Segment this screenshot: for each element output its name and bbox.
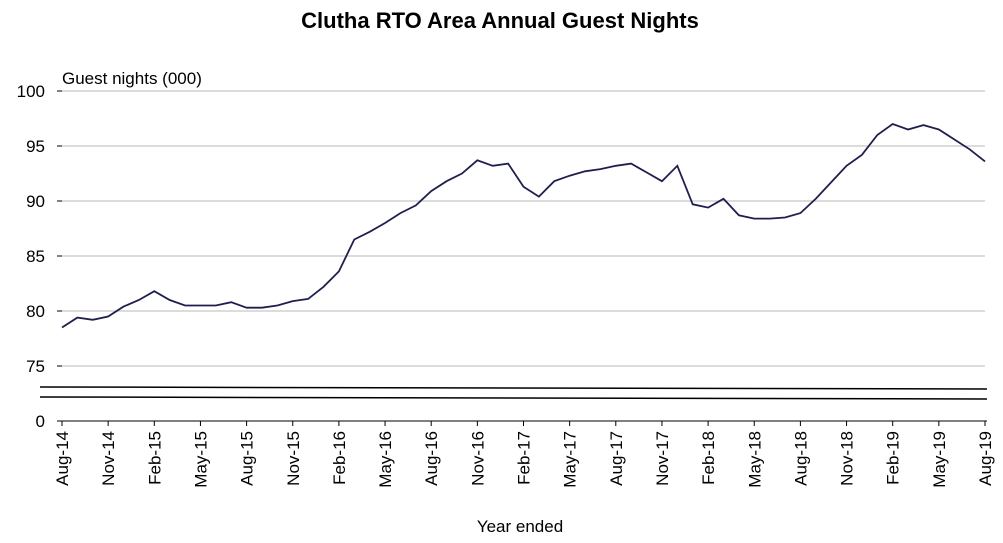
x-tick-label: Aug-17	[607, 431, 626, 486]
x-tick-label: Feb-15	[145, 431, 164, 485]
x-tick-label: Feb-19	[884, 431, 903, 485]
y-tick-label: 100	[17, 82, 45, 101]
y-tick-label: 0	[36, 412, 45, 431]
x-tick-label: May-18	[745, 431, 764, 488]
x-tick-label: Nov-16	[468, 431, 487, 486]
y-tick-label: 75	[26, 357, 45, 376]
x-tick-label: Aug-15	[238, 431, 257, 486]
chart-title: Clutha RTO Area Annual Guest Nights	[301, 8, 699, 33]
x-tick-label: May-15	[191, 431, 210, 488]
x-tick-label: Nov-17	[653, 431, 672, 486]
x-tick-label: Aug-14	[53, 431, 72, 486]
line	[61, 122, 986, 329]
x-tick-label: May-19	[930, 431, 949, 488]
x-tick-label: Aug-18	[791, 431, 810, 486]
axis-break	[39, 396, 988, 400]
y-tick-label: 80	[26, 302, 45, 321]
x-tick-label: May-17	[561, 431, 580, 488]
x-tick-label: Nov-14	[99, 431, 118, 486]
x-axis-label: Year ended	[477, 517, 563, 536]
x-tick-label: Aug-16	[422, 431, 441, 486]
y-axis-label: Guest nights (000)	[62, 69, 202, 88]
axis-break	[39, 386, 988, 390]
x-tick-label: Feb-16	[330, 431, 349, 485]
y-tick-label: 85	[26, 247, 45, 266]
x-tick-label: Nov-18	[838, 431, 857, 486]
x-tick-label: Nov-15	[284, 431, 303, 486]
x-tick-label: Aug-19	[976, 431, 995, 486]
y-tick-label: 90	[26, 192, 45, 211]
x-tick-label: May-16	[376, 431, 395, 488]
y-tick-label: 95	[26, 137, 45, 156]
x-tick-label: Feb-18	[699, 431, 718, 485]
x-tick-label: Feb-17	[515, 431, 534, 485]
